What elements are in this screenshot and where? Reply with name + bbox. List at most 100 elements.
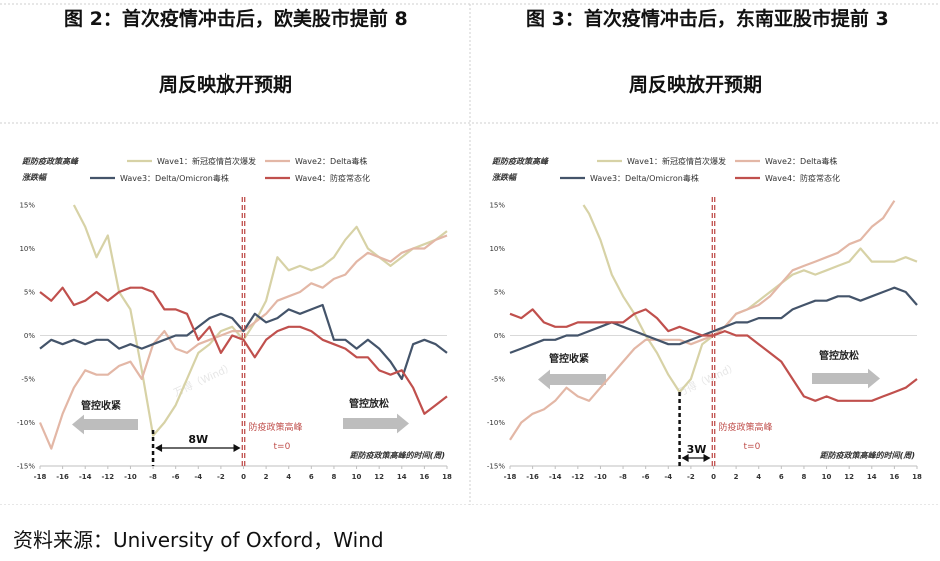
- x-tick-label: 18: [912, 473, 922, 481]
- series-line-wave3: [39, 303, 448, 381]
- lead-label: 8W: [188, 433, 208, 446]
- figure-3-title-line1: 图 3：首次疫情冲击后，东南亚股市提前 3: [526, 8, 889, 30]
- x-tick-label: 6: [779, 473, 784, 481]
- tightening-arrow: [538, 369, 606, 390]
- x-tick-label: -12: [572, 473, 585, 481]
- loosening-label: 管控放松: [819, 349, 859, 362]
- y-axis-label-line2: 涨跌幅: [22, 173, 48, 182]
- x-tick-label: -2: [687, 473, 695, 481]
- x-tick-label: -4: [664, 473, 672, 481]
- lead-arrowhead-left: [681, 454, 689, 462]
- lead-arrowhead-right: [703, 454, 711, 462]
- figure-2-title-line1: 图 2：首次疫情冲击后，欧美股市提前 8: [64, 8, 408, 30]
- series-line-wave4: [509, 308, 918, 402]
- lead-arrowhead-left: [155, 444, 163, 452]
- y-tick-label: 0%: [24, 332, 35, 340]
- y-tick-label: 5%: [494, 289, 505, 297]
- legend-entry: Wave4：防疫常态化: [295, 173, 370, 183]
- x-tick-label: -18: [504, 473, 517, 481]
- y-tick-label: 15%: [19, 202, 35, 210]
- x-tick-label: -12: [102, 473, 115, 481]
- y-tick-label: 0%: [494, 332, 505, 340]
- x-tick-label: -10: [594, 473, 607, 481]
- tightening-label: 管控收紧: [549, 352, 589, 365]
- figure-frame: [0, 3, 940, 505]
- loosening-label: 管控放松: [349, 397, 389, 410]
- x-tick-label: 12: [374, 473, 384, 481]
- y-axis-label-line2: 涨跌幅: [492, 173, 518, 182]
- x-tick-label: -14: [79, 473, 92, 481]
- x-tick-label: 8: [802, 473, 807, 481]
- policy-peak-label: 防疫政策高峰: [249, 421, 303, 433]
- y-tick-label: -15%: [487, 463, 505, 471]
- x-tick-label: 2: [734, 473, 739, 481]
- x-tick-label: -8: [149, 473, 157, 481]
- policy-peak-t0: t=0: [744, 442, 761, 452]
- x-tick-label: 0: [241, 473, 246, 481]
- text-cursor: [225, 73, 226, 95]
- legend-entry: Wave1：新冠疫情首次爆发: [627, 156, 726, 166]
- y-axis-label: 距防疫政策高峰: [22, 157, 79, 166]
- x-tick-label: 4: [756, 473, 761, 481]
- x-tick-label: -6: [642, 473, 650, 481]
- x-axis-label: 距防疫政策高峰的时间(周): [820, 451, 915, 460]
- series-line-wave4: [39, 286, 448, 415]
- y-tick-label: 15%: [489, 202, 505, 210]
- x-tick-label: -4: [194, 473, 202, 481]
- tightening-label: 管控收紧: [81, 399, 121, 412]
- x-tick-label: 12: [844, 473, 854, 481]
- legend-entry: Wave2：Delta毒株: [765, 156, 837, 166]
- y-tick-label: -5%: [491, 376, 505, 384]
- figure-3-title-line2: 周反映放开预期: [629, 74, 763, 96]
- source-note: 资料来源：University of Oxford，Wind: [13, 528, 384, 552]
- x-tick-label: -8: [619, 473, 627, 481]
- x-tick-label: -14: [549, 473, 562, 481]
- x-axis-label: 距防疫政策高峰的时间(周): [350, 451, 445, 460]
- x-tick-label: 16: [420, 473, 430, 481]
- x-tick-label: 10: [822, 473, 832, 481]
- y-tick-label: -15%: [17, 463, 35, 471]
- y-tick-label: -5%: [21, 376, 35, 384]
- lead-arrowhead-right: [233, 444, 241, 452]
- series-line-wave3: [509, 286, 918, 354]
- y-axis-label: 距防疫政策高峰: [492, 157, 549, 166]
- x-tick-label: 16: [890, 473, 900, 481]
- x-tick-label: 4: [286, 473, 291, 481]
- lead-label: 3W: [687, 443, 707, 456]
- legend-entry: Wave3：Delta/Omicron毒株: [120, 173, 229, 183]
- policy-peak-t0: t=0: [274, 442, 291, 452]
- x-tick-label: 14: [867, 473, 877, 481]
- x-tick-label: 2: [264, 473, 269, 481]
- x-tick-label: -2: [217, 473, 225, 481]
- policy-peak-label: 防疫政策高峰: [719, 421, 773, 433]
- y-tick-label: -10%: [487, 419, 505, 427]
- x-tick-label: 0: [711, 473, 716, 481]
- legend-entry: Wave3：Delta/Omicron毒株: [590, 173, 699, 183]
- x-tick-label: 14: [397, 473, 407, 481]
- legend-entry: Wave2：Delta毒株: [295, 156, 367, 166]
- legend-entry: Wave4：防疫常态化: [765, 173, 840, 183]
- series-line-wave2: [38, 234, 448, 450]
- series-line-wave2: [509, 200, 896, 441]
- legend-entry: Wave1：新冠疫情首次爆发: [157, 156, 256, 166]
- x-tick-label: 6: [309, 473, 314, 481]
- tightening-arrow: [72, 414, 138, 435]
- y-tick-label: 10%: [19, 245, 35, 253]
- y-tick-label: 5%: [24, 289, 35, 297]
- x-tick-label: 18: [442, 473, 452, 481]
- loosening-arrow: [343, 413, 409, 434]
- watermark: 万得（Wind）: [676, 361, 740, 399]
- y-tick-label: 10%: [489, 245, 505, 253]
- series-line-wave1: [72, 204, 448, 437]
- frame-lines: [0, 3, 940, 505]
- x-tick-label: -16: [56, 473, 69, 481]
- x-tick-label: -10: [124, 473, 137, 481]
- x-tick-label: 10: [352, 473, 362, 481]
- x-tick-label: -18: [34, 473, 47, 481]
- x-tick-label: -6: [172, 473, 180, 481]
- loosening-arrow: [812, 368, 880, 389]
- x-tick-label: -16: [526, 473, 539, 481]
- y-tick-label: -10%: [17, 419, 35, 427]
